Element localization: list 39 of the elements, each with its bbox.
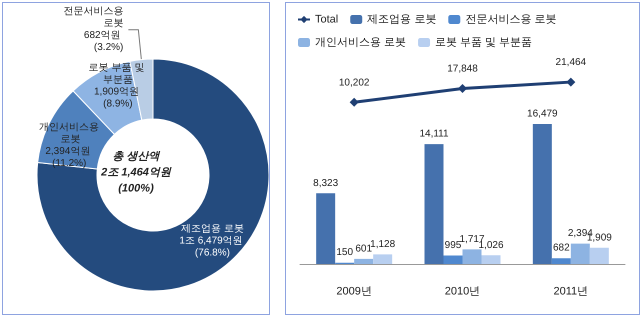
bar	[373, 254, 392, 264]
data-label: 8,323	[313, 178, 339, 189]
bar	[570, 244, 590, 264]
legend-label: 전문서비스용 로봇	[465, 14, 556, 26]
bar	[590, 248, 609, 264]
data-label: 601	[355, 243, 372, 254]
bar	[462, 249, 482, 264]
bar	[354, 258, 374, 264]
x-tick-label: 2011년	[554, 286, 588, 298]
legend-label: 로봇 부품 및 부분품	[435, 36, 532, 48]
data-label: 682	[552, 242, 570, 254]
slice-label: 로봇 부품 및 부분품	[88, 62, 148, 86]
data-label: 1,026	[478, 240, 504, 251]
data-label: 1조 6,479억원 (76.8%)	[179, 236, 246, 259]
x-tick-label: 2010년	[444, 286, 480, 298]
bar	[532, 124, 552, 264]
bar	[424, 144, 444, 264]
data-label: 14,111	[419, 128, 449, 140]
slice-label: 제조업용 로봇	[181, 224, 244, 235]
data-label: 10,202	[338, 77, 370, 88]
x-tick-label: 2009년	[336, 286, 372, 298]
data-label: 995	[444, 240, 462, 252]
slice-label: 전문서비스용 로봇	[63, 6, 124, 30]
bar	[444, 256, 462, 264]
data-label: 21,464	[556, 57, 587, 68]
bar	[552, 258, 571, 264]
legend-label: 개인서비스용 로봇	[315, 36, 406, 48]
text: (100%)	[118, 182, 154, 194]
data-label: 1,128	[370, 238, 396, 250]
legend-label: 제조업용 로봇	[367, 14, 436, 26]
data-label: 682억원 (3.2%)	[84, 30, 124, 54]
text: 총 생산액	[112, 150, 161, 162]
legend-label: Total	[315, 14, 338, 26]
text: 2조 1,464억원	[100, 166, 172, 178]
bar	[316, 193, 336, 264]
data-label: 17,848	[447, 64, 478, 75]
data-label: 16,479	[527, 108, 558, 120]
bar	[482, 255, 500, 264]
data-label: 150	[336, 247, 354, 258]
